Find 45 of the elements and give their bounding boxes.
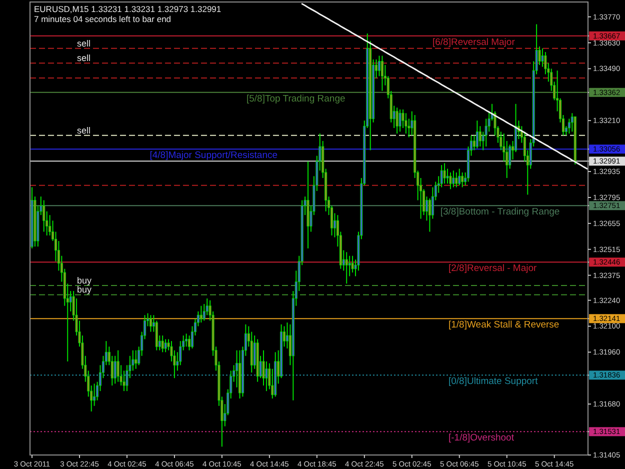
candlestick [398,108,402,132]
text: 7 minutes 04 seconds left to bar end [34,14,172,24]
ref-line-label: [4/8]Major Support/Resistance [150,150,278,162]
candlestick [449,172,452,190]
ref-line-label: buy [77,284,92,295]
ref-line-label: [-1/8]Overshoot [448,432,514,444]
ref-line-label: [5/8]Top Trading Range [246,93,346,104]
ref-line-label: [3/8]Bottom - Trading Range [440,206,560,218]
candlestick [134,350,138,370]
candlestick [541,48,544,68]
candlestick [461,172,464,188]
candlestick [446,168,449,184]
ref-line-label: sell [77,38,91,48]
candlestick [380,55,384,92]
candlestick [396,107,398,134]
candlestick [188,334,191,351]
candlestick [348,255,351,277]
candlestick [455,172,458,188]
candlestick [378,55,380,77]
candlestick [93,383,96,406]
candlestick [351,255,354,274]
candlestick [458,168,461,186]
candlestick [265,360,268,392]
ref-line-label: [6/8]Reversal Major [432,36,515,48]
candlestick [149,314,152,332]
ref-line-label: [1/8]Weak Stall & Reverse [448,320,560,331]
candlestick [345,252,348,284]
candlestick [443,162,446,184]
candlestick [476,120,478,149]
ref-line-label: [2/8]Reversal - Major [448,263,537,274]
candlestick [200,305,202,324]
ref-line-label: sell [77,125,91,136]
candlestick [42,200,46,232]
candlestick [185,333,188,348]
candlestick [164,338,167,353]
candlestick [404,112,408,134]
candlestick [161,334,164,353]
candlestick [116,350,120,382]
ref-line-label: sell [77,53,91,64]
candlestick [428,198,431,232]
ref-line-label: [0/8]Ultimate Support [448,376,538,388]
candlestick [452,170,455,188]
ref-line-label: buy [77,275,92,286]
candlestick [478,126,482,148]
chart-title: EURUSD,M15 1.33231 1.33231 1.32973 1.32991 [34,4,222,14]
